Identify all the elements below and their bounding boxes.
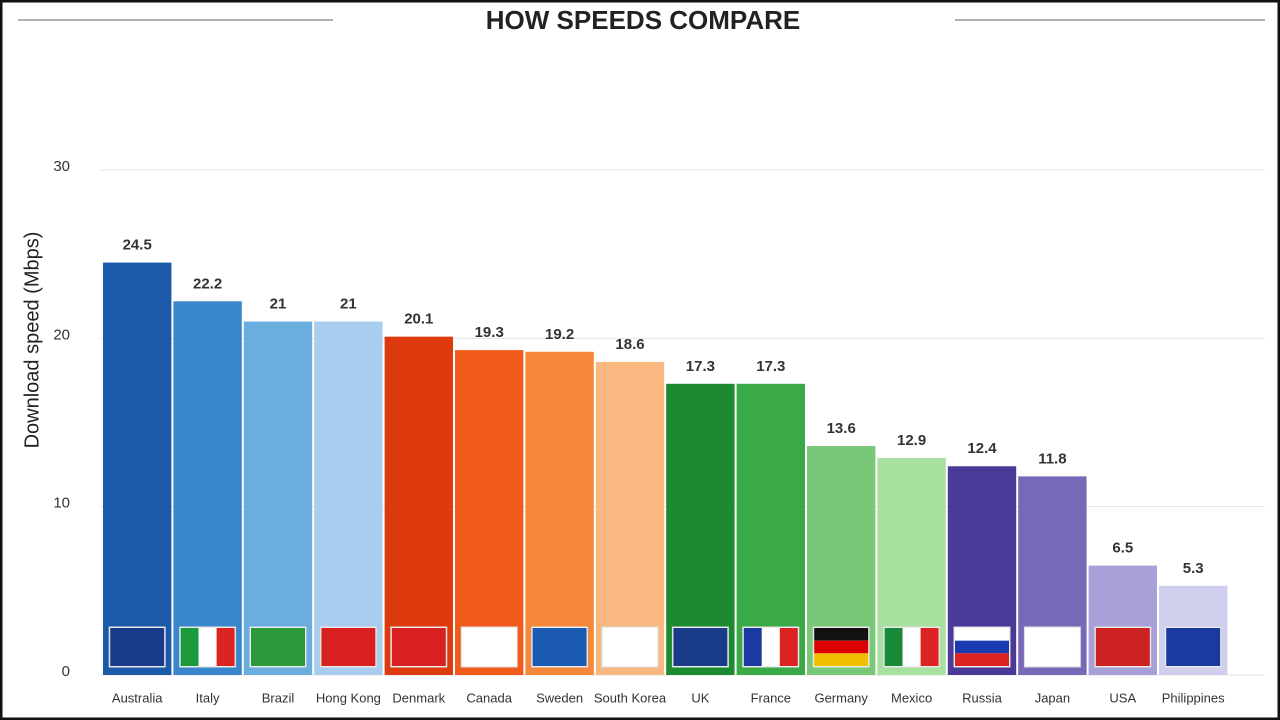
value-label: 22.2 [193,275,222,292]
bar [173,301,242,675]
x-tick-label: Australia [112,690,163,705]
bar [525,351,594,675]
flag-stripe [321,628,376,666]
value-label: 17.3 [756,358,785,375]
value-label: 24.5 [123,237,152,254]
flag-stripe [673,628,728,666]
value-label: 19.3 [475,324,504,341]
flag-stripe [761,628,780,666]
x-tick-label: Mexico [891,690,932,705]
flag-stripe [532,628,587,666]
flag-stripe [814,653,869,666]
flag-stripe [902,628,921,666]
value-label: 21 [340,295,357,312]
x-tick-label: Denmark [392,690,445,705]
flag-stripe [251,628,305,666]
x-tick-label: UK [691,690,709,705]
bar [595,361,665,675]
value-label: 5.3 [1183,560,1204,577]
x-tick-label: Russia [962,690,1003,705]
value-label: 17.3 [686,358,715,375]
flag-stripe [743,628,762,666]
y-tick-label: 20 [53,326,70,343]
x-tick-label: South Korea [594,690,667,705]
y-tick-label: 0 [62,663,70,680]
flag-stripe [462,628,517,666]
flag-stripe [884,628,903,666]
x-tick-label: Sweden [536,690,583,705]
y-tick-label: 10 [53,495,70,512]
flag-stripe [198,628,217,666]
flag-stripe [1166,628,1221,666]
flag-stripe [814,640,869,654]
flag-stripe [955,640,1009,654]
bar [243,321,313,675]
x-tick-label: Japan [1035,690,1070,705]
flag-stripe [1095,628,1150,666]
value-label: 6.5 [1112,540,1133,557]
y-axis-label: Download speed (Mbps) [21,232,43,449]
x-tick-label: Canada [466,690,512,705]
value-label: 13.6 [827,420,856,437]
flag-stripe [110,628,165,666]
flag-stripe [603,628,657,666]
value-label: 19.2 [545,326,574,343]
x-tick-label: Italy [196,690,220,705]
x-tick-label: USA [1109,690,1136,705]
value-label: 11.8 [1038,450,1066,467]
flag-stripe [1025,628,1080,666]
flag-stripe [955,628,1009,641]
flag-stripe [391,628,446,666]
value-label: 18.6 [615,336,644,353]
x-tick-label: Brazil [262,690,295,705]
flag-stripe [180,628,199,666]
chart-title: HOW SPEEDS COMPARE [486,5,800,35]
bar [103,262,172,675]
bar [314,321,383,675]
x-tick-label: France [751,690,791,705]
flag-stripe [814,628,869,641]
value-label: 21 [270,295,287,312]
bar [666,383,735,675]
flag-stripe [216,628,235,666]
bar [455,350,524,675]
flag-stripe [920,628,939,666]
x-tick-label: Philippines [1162,690,1225,705]
x-tick-label: Germany [814,690,868,705]
y-tick-label: 30 [53,158,70,175]
x-tick-label: Hong Kong [316,690,381,705]
flag-stripe [779,628,798,666]
flag-stripe [955,653,1009,666]
bar [384,336,453,675]
value-label: 12.9 [897,432,926,449]
value-label: 20.1 [404,311,433,328]
bar [736,383,805,675]
value-label: 12.4 [967,440,997,457]
